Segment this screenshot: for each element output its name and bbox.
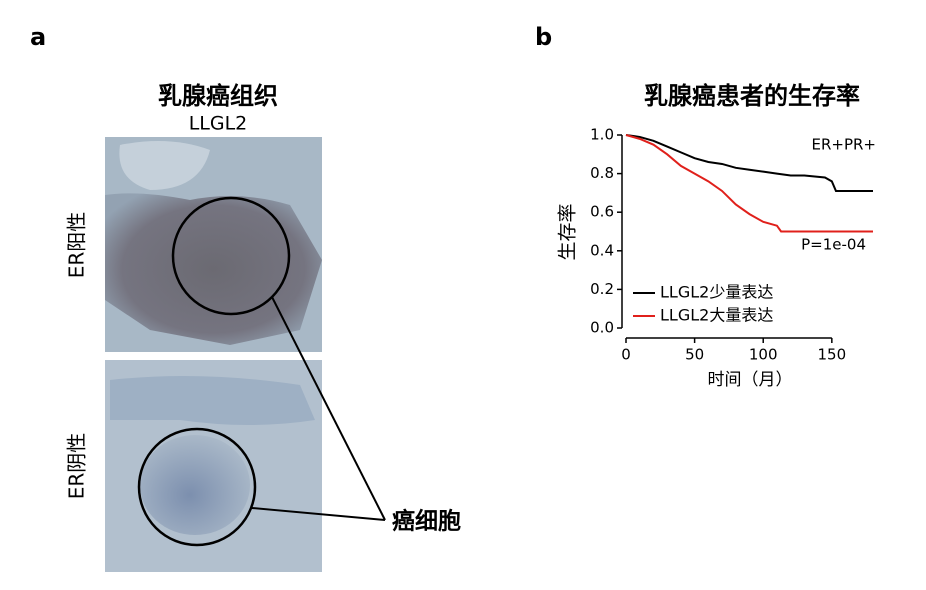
panel-title: 乳腺癌组织	[158, 82, 278, 110]
legend-label: LLGL2大量表达	[660, 306, 773, 325]
panel-label: b	[535, 23, 552, 51]
survival-curve	[625, 134, 873, 233]
tissue-region	[110, 376, 315, 425]
pointer-line	[271, 296, 386, 521]
x-tick-label: 50	[685, 346, 704, 364]
legend-label: LLGL2少量表达	[660, 283, 773, 302]
annotation: P=1e-04	[801, 236, 866, 254]
panel-subtitle: LLGL2	[189, 113, 248, 135]
y-tick-label: 0.4	[590, 241, 614, 259]
y-tick-label: 0.0	[590, 319, 614, 337]
y-axis-label: 生存率	[557, 203, 579, 260]
highlight-circle	[171, 196, 291, 316]
y-tick-label: 0.2	[590, 280, 614, 298]
x-tick-label: 150	[818, 346, 847, 364]
chart-title: 乳腺癌患者的生存率	[644, 82, 860, 110]
tissue-region	[105, 193, 322, 345]
panel-label: a	[30, 23, 46, 51]
x-axis-label: 时间（月）	[708, 370, 793, 390]
annotation: 癌细胞	[392, 508, 461, 535]
pointer-line	[251, 507, 386, 521]
x-tick-label: 0	[621, 346, 631, 364]
y-tick-label: 0.6	[590, 203, 614, 221]
y-tick-label: 1.0	[590, 126, 614, 144]
annotation: ER+PR+	[811, 136, 876, 154]
row-label: ER阳性	[65, 212, 89, 279]
y-tick-label: 0.8	[590, 164, 614, 182]
tissue-region	[119, 141, 210, 190]
highlight-circle	[137, 427, 257, 547]
survival-curve	[625, 134, 873, 192]
tissue-region	[140, 435, 250, 535]
row-label: ER阴性	[65, 433, 89, 500]
x-tick-label: 100	[749, 346, 778, 364]
